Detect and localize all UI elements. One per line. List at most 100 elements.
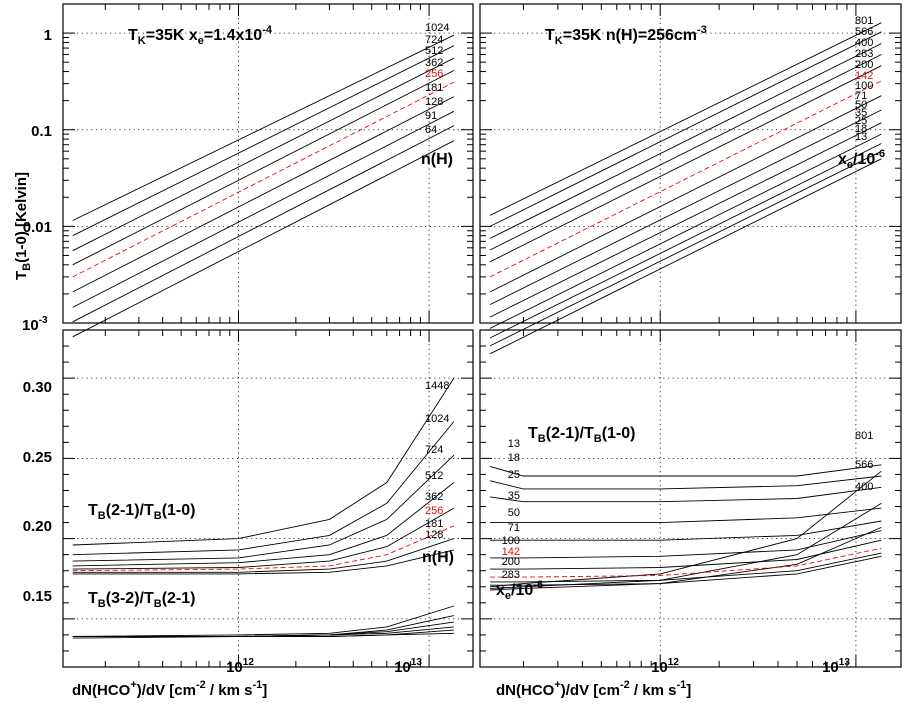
series-line-142	[489, 80, 882, 278]
series-label-50: 50	[855, 99, 867, 111]
series-label-35: 35	[855, 107, 867, 119]
series-line-71	[489, 109, 882, 306]
series-label-64: 64	[425, 124, 437, 136]
y-tick-label: 0.30	[23, 379, 52, 396]
series-label-1024: 1024	[425, 413, 449, 425]
series-label-256: 256	[425, 505, 443, 517]
series-line-362	[72, 507, 455, 570]
series-label-18: 18	[508, 452, 520, 464]
panel-title-top-right: TK=35K n(H)=256cm-3	[545, 24, 707, 47]
series-label-13: 13	[508, 438, 520, 450]
series-line-r8	[72, 605, 455, 637]
series-line-35	[489, 133, 882, 329]
series-line-50	[489, 122, 882, 318]
x-axis-label-right: dN(HCO+)/dV [cm-2 / km s-1]	[496, 679, 691, 699]
series-line-r13	[72, 632, 454, 639]
plot-frame	[62, 3, 474, 324]
series-line-200	[490, 552, 882, 583]
series-label-724: 724	[425, 34, 443, 46]
param-label-nH-bottom: n(H)	[422, 549, 454, 566]
series-label-25: 25	[855, 115, 867, 127]
series-label-566: 566	[855, 26, 873, 38]
series-line-25	[489, 486, 882, 503]
series-line-18	[489, 475, 882, 490]
series-label-400: 400	[855, 481, 873, 493]
series-label-200: 200	[502, 556, 520, 568]
series-line-724	[72, 45, 455, 237]
y-tick-label: 0.25	[23, 449, 52, 466]
y-tick-label: 10-3	[22, 315, 48, 334]
series-line-100	[489, 95, 882, 293]
series-line-283	[489, 54, 882, 251]
series-label-128: 128	[425, 96, 443, 108]
panel-title-top-left: TK=35K xe=1.4x10-4	[128, 24, 273, 47]
series-line-128	[72, 549, 455, 575]
series-label-1448: 1448	[425, 380, 449, 392]
series-line-91	[72, 125, 455, 323]
series-label-512: 512	[425, 470, 443, 482]
series-line-512	[72, 57, 455, 252]
series-label-362: 362	[425, 491, 443, 503]
series-line-181	[72, 96, 455, 293]
series-line-256	[72, 525, 455, 572]
series-line-400	[489, 526, 882, 591]
series-label-256: 256	[425, 68, 443, 80]
x-axis-label-left: dN(HCO+)/dV [cm-2 / km s-1]	[72, 679, 267, 699]
series-line-283	[490, 555, 882, 586]
series-label-35: 35	[508, 490, 520, 502]
series-line-181	[72, 538, 455, 573]
series-label-362: 362	[425, 57, 443, 69]
series-label-801: 801	[855, 430, 873, 442]
series-line-25	[489, 143, 882, 339]
series-line-566	[489, 31, 882, 227]
series-line-801	[489, 22, 882, 216]
x-tick-label: 1012	[226, 657, 254, 676]
y-axis-label: TB(1-0) [Kelvin]	[13, 172, 33, 280]
x-tick-label: 1012	[651, 657, 679, 676]
series-line-128	[72, 110, 455, 308]
y-tick-label: 0.20	[23, 518, 52, 535]
series-line-18	[489, 150, 882, 347]
series-line-362	[72, 70, 455, 266]
series-label-91: 91	[425, 110, 437, 122]
series-line-13	[489, 158, 882, 355]
series-label-566: 566	[855, 459, 873, 471]
param-label-xe-bottom: xe/10-6	[496, 579, 543, 602]
series-label-50: 50	[508, 507, 520, 519]
x-tick-label: 1013	[822, 657, 850, 676]
series-label-25: 25	[508, 469, 520, 481]
series-line-50	[490, 520, 882, 541]
series-line-200	[489, 65, 882, 263]
param-label-xe-top: xe/10-6	[838, 148, 885, 171]
series-line-256	[72, 81, 455, 278]
series-label-100: 100	[855, 80, 873, 92]
series-line-142	[490, 547, 882, 578]
series-label-181: 181	[425, 518, 443, 530]
series-line-512	[72, 482, 455, 567]
series-label-13: 13	[855, 131, 867, 143]
y-tick-label: 1	[44, 27, 52, 44]
x-tick-label: 1013	[394, 657, 422, 676]
series-label-181: 181	[425, 82, 443, 94]
y-tick-label: 0.01	[23, 219, 52, 236]
series-label-128: 128	[425, 529, 443, 541]
plot-frame	[479, 3, 902, 324]
series-line-1024	[72, 421, 455, 556]
series-label-400: 400	[855, 37, 873, 49]
annotation-ratio-21-10-left: TB(2-1)/TB(1-0)	[88, 502, 195, 522]
annotation-ratio-32-21: TB(3-2)/TB(2-1)	[88, 590, 195, 610]
series-line-566	[489, 502, 882, 589]
series-label-283: 283	[502, 569, 520, 581]
y-tick-label: 0.15	[23, 588, 52, 605]
param-label-nH-top: n(H)	[421, 151, 453, 168]
plot-frame	[62, 329, 474, 668]
series-line-400	[489, 43, 882, 239]
series-label-100: 100	[502, 535, 520, 547]
series-label-142: 142	[855, 70, 873, 82]
annotation-ratio-21-10-right: TB(2-1)/TB(1-0)	[528, 425, 635, 445]
y-tick-label: 0.1	[31, 123, 52, 140]
